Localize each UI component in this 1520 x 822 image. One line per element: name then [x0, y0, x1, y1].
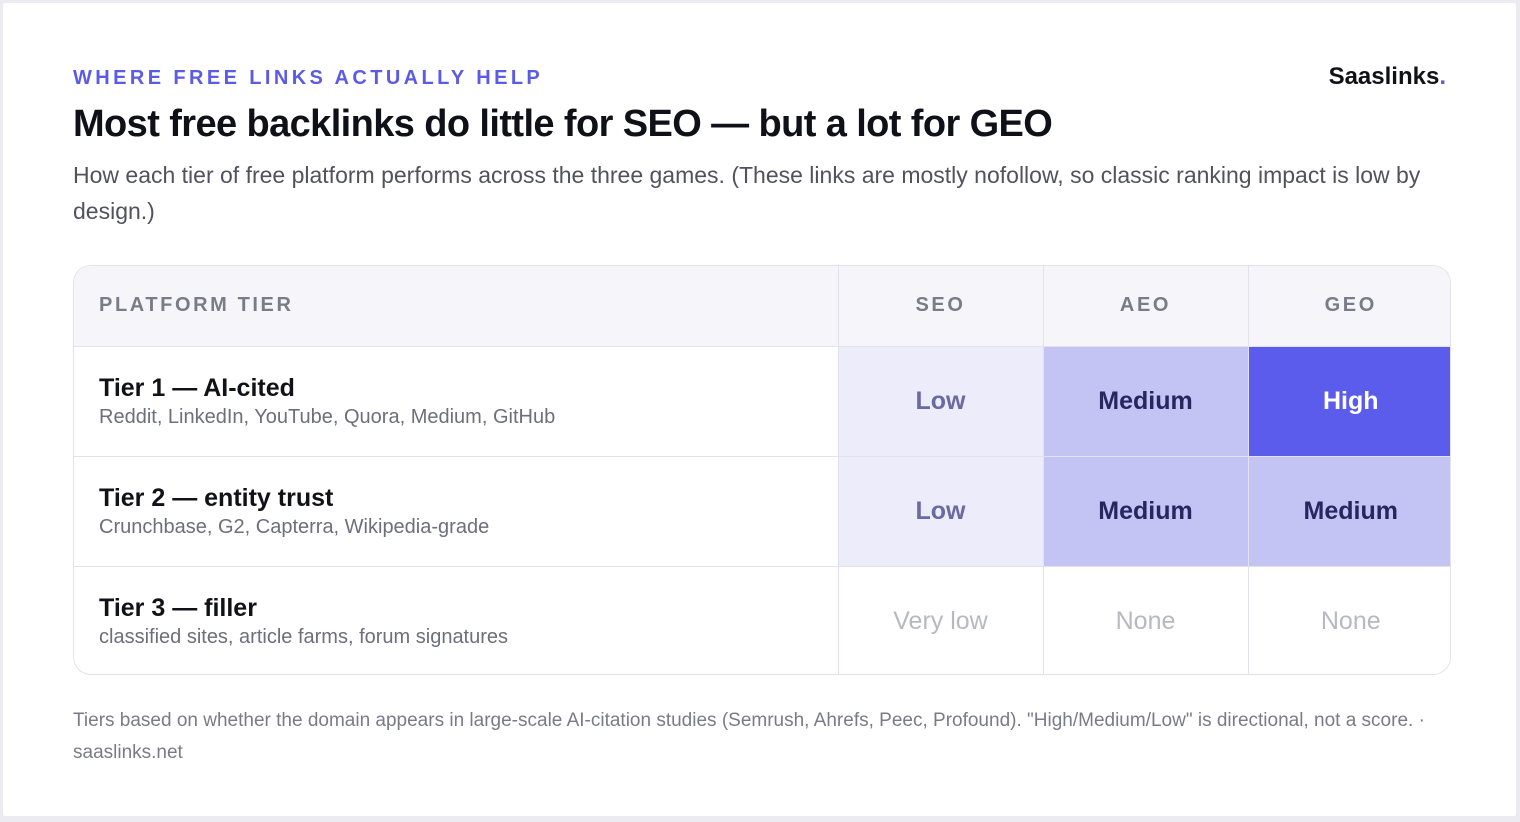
table-row: Tier 2 — entity trust Crunchbase, G2, Ca… [74, 456, 1450, 567]
aeo-rating-cell: None [1043, 566, 1249, 674]
geo-rating-cell: High [1248, 346, 1450, 457]
seo-rating-cell: Low [838, 456, 1044, 567]
seo-rating-cell: Very low [838, 566, 1044, 674]
column-header-seo: SEO [838, 266, 1044, 347]
tier-name: Tier 3 — filler [99, 593, 257, 622]
tier-cell: Tier 2 — entity trust Crunchbase, G2, Ca… [74, 456, 839, 567]
column-header-geo: GEO [1248, 266, 1450, 347]
tier-table: PLATFORM TIER SEO AEO GEO Tier 1 — AI-ci… [73, 265, 1451, 675]
seo-rating-cell: Low [838, 346, 1044, 457]
geo-rating-cell: Medium [1248, 456, 1450, 567]
geo-rating-cell: None [1248, 566, 1450, 674]
column-header-aeo: AEO [1043, 266, 1249, 347]
tier-cell: Tier 3 — filler classified sites, articl… [74, 566, 839, 674]
tier-platforms: Reddit, LinkedIn, YouTube, Quora, Medium… [99, 405, 556, 428]
page-title: Most free backlinks do little for SEO — … [73, 103, 1053, 145]
card: WHERE FREE LINKS ACTUALLY HELP Saaslinks… [3, 3, 1516, 816]
table-header-row: PLATFORM TIER SEO AEO GEO [74, 266, 1450, 347]
tier-name: Tier 1 — AI-cited [99, 373, 295, 402]
aeo-rating-cell: Medium [1043, 456, 1249, 567]
column-header-platform-tier: PLATFORM TIER [74, 266, 839, 347]
eyebrow: WHERE FREE LINKS ACTUALLY HELP [73, 67, 544, 89]
table-row: Tier 3 — filler classified sites, articl… [74, 566, 1450, 674]
table-row: Tier 1 — AI-cited Reddit, LinkedIn, YouT… [74, 346, 1450, 457]
aeo-rating-cell: Medium [1043, 346, 1249, 457]
tier-table-grid: PLATFORM TIER SEO AEO GEO Tier 1 — AI-ci… [74, 266, 1450, 674]
footnote: Tiers based on whether the domain appear… [73, 710, 1425, 763]
tier-platforms: Crunchbase, G2, Capterra, Wikipedia-grad… [99, 515, 490, 538]
tier-platforms: classified sites, article farms, forum s… [99, 625, 509, 648]
tier-name: Tier 2 — entity trust [99, 483, 334, 512]
tier-cell: Tier 1 — AI-cited Reddit, LinkedIn, YouT… [74, 346, 839, 457]
brand-logo: Saaslinks. [1329, 63, 1446, 91]
brand-dot: . [1439, 63, 1446, 90]
brand-name: Saaslinks [1328, 63, 1440, 90]
page-subtitle: How each tier of free platform performs … [73, 162, 1421, 224]
